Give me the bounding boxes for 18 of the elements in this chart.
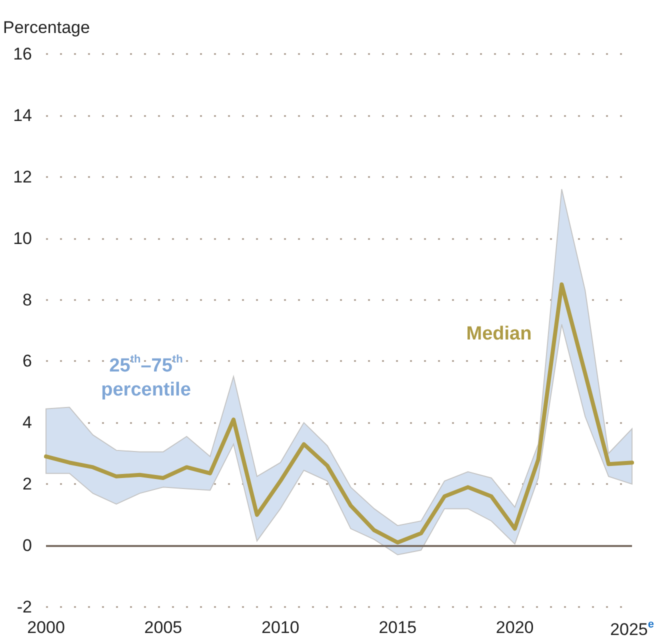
y-tick-label: 0: [22, 536, 32, 556]
x-tick-label: 2000: [27, 618, 65, 637]
y-tick-label: 8: [22, 290, 32, 310]
y-tick-label: -2: [16, 598, 32, 616]
y-tick-label: 2: [22, 474, 32, 494]
x-tick-label: 2015: [378, 618, 417, 637]
y-tick-label: 10: [13, 228, 32, 248]
y-tick-label: 6: [22, 352, 32, 371]
x-tick-label: 2020: [496, 618, 534, 637]
y-tick-label: 16: [13, 44, 32, 64]
x-tick-label: 2010: [262, 618, 300, 637]
series-label: Median: [466, 323, 532, 344]
y-tick-label: 14: [13, 106, 32, 125]
y-axis-title: Percentage: [3, 18, 90, 37]
y-tick-label: 12: [13, 167, 32, 186]
line-series: [44, 282, 634, 544]
y-tick-label: 4: [22, 413, 32, 432]
x-tick-label: 2005: [144, 618, 182, 637]
